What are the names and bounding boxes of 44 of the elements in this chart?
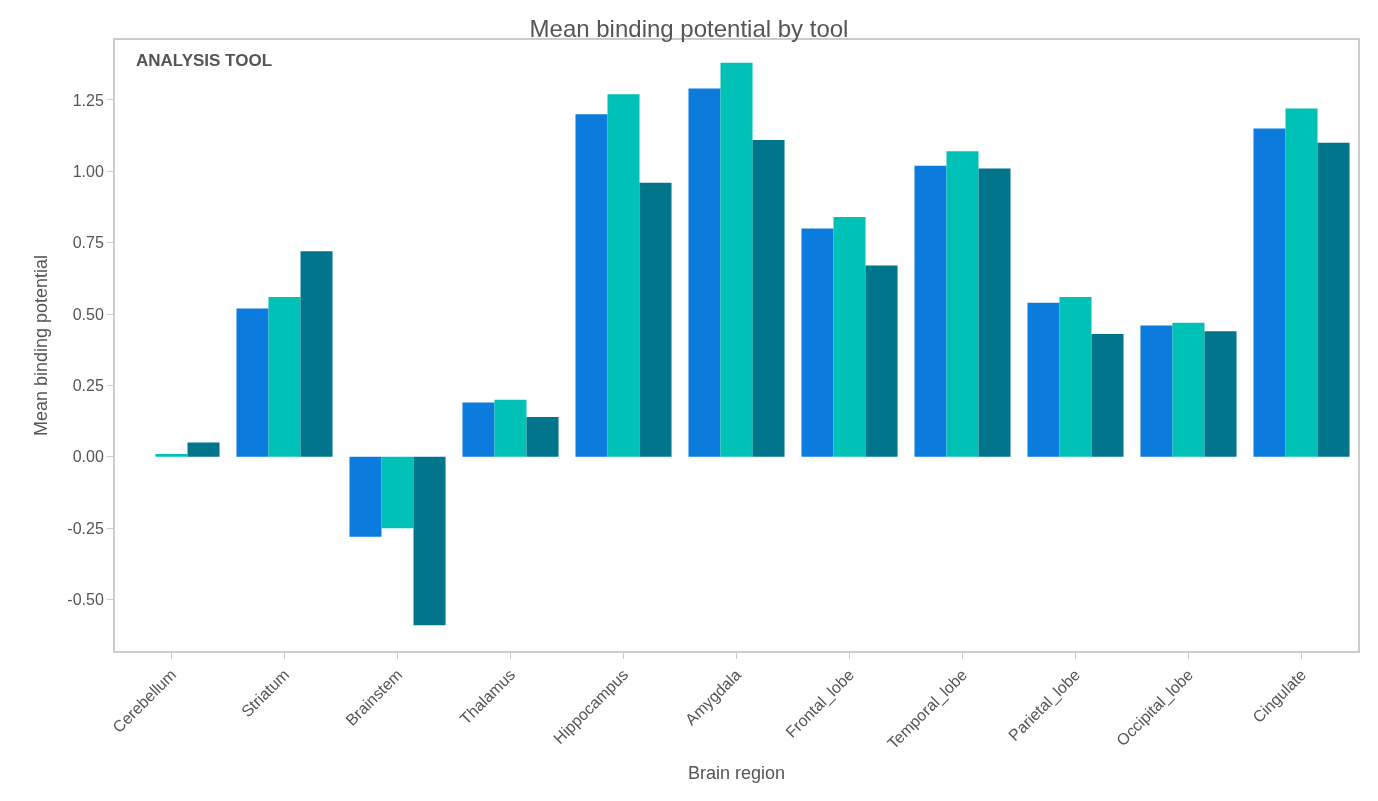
bar [1140, 325, 1173, 457]
bar [268, 296, 301, 457]
bar [1059, 296, 1092, 457]
bar [688, 88, 721, 457]
bar [914, 165, 947, 457]
bar [978, 168, 1011, 457]
bar [801, 228, 834, 457]
bar [575, 114, 608, 457]
y-tick-label: -0.50 [67, 591, 104, 609]
bar [1091, 334, 1124, 457]
bar [1027, 302, 1060, 457]
y-tick-label: 0.00 [72, 448, 104, 466]
bar [349, 456, 382, 537]
bar [1172, 322, 1205, 457]
bar [833, 217, 866, 457]
bar [1204, 331, 1237, 457]
bar [236, 308, 269, 457]
chart-title: Mean binding potential by tool [529, 14, 849, 42]
bar [946, 151, 979, 457]
y-tick-label: 0.75 [72, 234, 104, 252]
bar [639, 182, 672, 457]
bar [155, 454, 188, 457]
y-tick-label: 1.00 [72, 162, 104, 180]
bar [752, 139, 785, 457]
bar [413, 456, 446, 626]
bar [187, 442, 220, 457]
bar [381, 456, 414, 529]
bar [607, 94, 640, 457]
bar [494, 399, 527, 457]
y-axis-title: Mean binding potential [31, 254, 52, 437]
legend-title: ANALYSIS TOOL [136, 51, 273, 70]
bar [462, 402, 495, 457]
y-tick-label: 0.50 [72, 305, 104, 323]
y-tick-label: -0.25 [67, 519, 104, 537]
bar [1317, 142, 1350, 457]
bar [720, 62, 753, 457]
bar [1285, 108, 1318, 457]
y-tick-label: 1.25 [72, 91, 104, 109]
bar [300, 251, 333, 457]
y-tick-label: 0.25 [72, 377, 104, 395]
bar [1253, 128, 1286, 457]
bar [865, 265, 898, 457]
x-axis-title: Brain region [687, 763, 786, 784]
bar [526, 416, 559, 457]
